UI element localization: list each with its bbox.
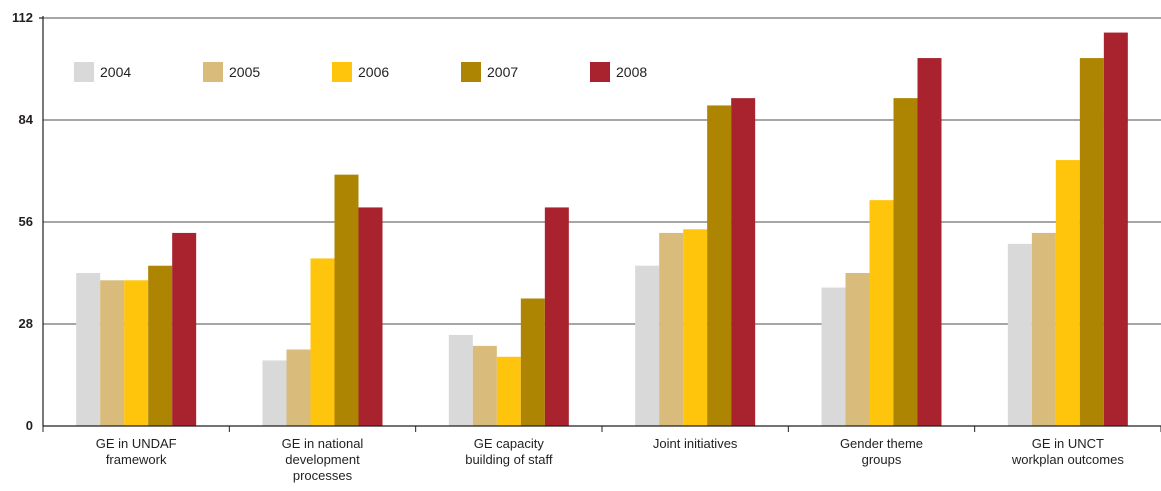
x-category-label: GE capacity building of staff bbox=[465, 436, 553, 467]
x-category-label: Gender theme groups bbox=[840, 436, 923, 467]
bar bbox=[76, 273, 101, 426]
bar bbox=[100, 280, 125, 426]
bar bbox=[1103, 32, 1128, 426]
legend-label: 2004 bbox=[100, 64, 131, 80]
x-category-label-line: processes bbox=[293, 468, 353, 483]
bar bbox=[821, 287, 846, 426]
legend-label: 2007 bbox=[487, 64, 518, 80]
legend-swatch bbox=[590, 62, 610, 82]
bar bbox=[310, 258, 335, 426]
bar bbox=[1007, 243, 1032, 426]
x-category-label: GE in UNDAF framework bbox=[96, 436, 177, 467]
bar bbox=[893, 98, 918, 427]
x-category-label-line: groups bbox=[862, 452, 902, 467]
y-tick-label: 28 bbox=[19, 316, 33, 331]
bar bbox=[1031, 232, 1056, 426]
x-category-label: Joint initiatives bbox=[653, 436, 738, 451]
bar bbox=[148, 265, 173, 426]
bar bbox=[683, 229, 708, 426]
legend-swatch bbox=[332, 62, 352, 82]
legend: 2004 2005 2006 2007 2008 bbox=[74, 62, 647, 82]
bar bbox=[520, 298, 545, 426]
bar bbox=[869, 200, 894, 426]
bar bbox=[731, 98, 756, 427]
bar bbox=[707, 105, 732, 426]
bar bbox=[262, 360, 287, 426]
bar bbox=[172, 232, 197, 426]
x-category-label: GE in UNCT workplan outcomes bbox=[1011, 436, 1124, 467]
legend-swatch bbox=[461, 62, 481, 82]
bar bbox=[544, 207, 569, 426]
x-category-label: GE in national development processes bbox=[282, 436, 364, 483]
legend-label: 2005 bbox=[229, 64, 260, 80]
bar bbox=[496, 356, 521, 426]
x-category-label-line: development bbox=[285, 452, 360, 467]
bar bbox=[358, 207, 383, 426]
axes bbox=[39, 16, 1161, 432]
bar bbox=[659, 232, 684, 426]
bar-series bbox=[76, 32, 1128, 427]
bar bbox=[917, 58, 942, 426]
x-axis-categories: GE in UNDAF framework GE in national develo… bbox=[96, 436, 1125, 483]
x-category-label-line: workplan outcomes bbox=[1011, 452, 1124, 467]
x-category-label-line: Joint initiatives bbox=[653, 436, 738, 451]
x-category-label-line: GE in UNCT bbox=[1032, 436, 1104, 451]
bar bbox=[448, 334, 473, 426]
y-axis-ticks: 0 28 56 84 112 bbox=[12, 10, 34, 433]
bar bbox=[845, 273, 870, 426]
legend-label: 2008 bbox=[616, 64, 647, 80]
legend-swatch bbox=[203, 62, 223, 82]
bar bbox=[635, 265, 660, 426]
y-tick-label: 84 bbox=[19, 112, 34, 127]
y-tick-label: 0 bbox=[26, 418, 33, 433]
x-category-label-line: GE in UNDAF bbox=[96, 436, 177, 451]
legend-label: 2006 bbox=[358, 64, 389, 80]
bar bbox=[124, 280, 149, 426]
y-tick-label: 56 bbox=[19, 214, 33, 229]
x-category-label-line: Gender theme bbox=[840, 436, 923, 451]
gridlines bbox=[43, 17, 1161, 325]
x-category-label-line: GE in national bbox=[282, 436, 364, 451]
bar bbox=[1055, 160, 1080, 427]
x-category-label-line: GE capacity bbox=[474, 436, 545, 451]
bar bbox=[472, 345, 497, 426]
y-tick-label: 112 bbox=[12, 10, 33, 25]
x-category-label-line: framework bbox=[106, 452, 167, 467]
bar bbox=[1079, 58, 1104, 426]
x-category-label-line: building of staff bbox=[465, 452, 553, 467]
bar bbox=[286, 349, 311, 426]
legend-swatch bbox=[74, 62, 94, 82]
bar bbox=[334, 174, 359, 426]
